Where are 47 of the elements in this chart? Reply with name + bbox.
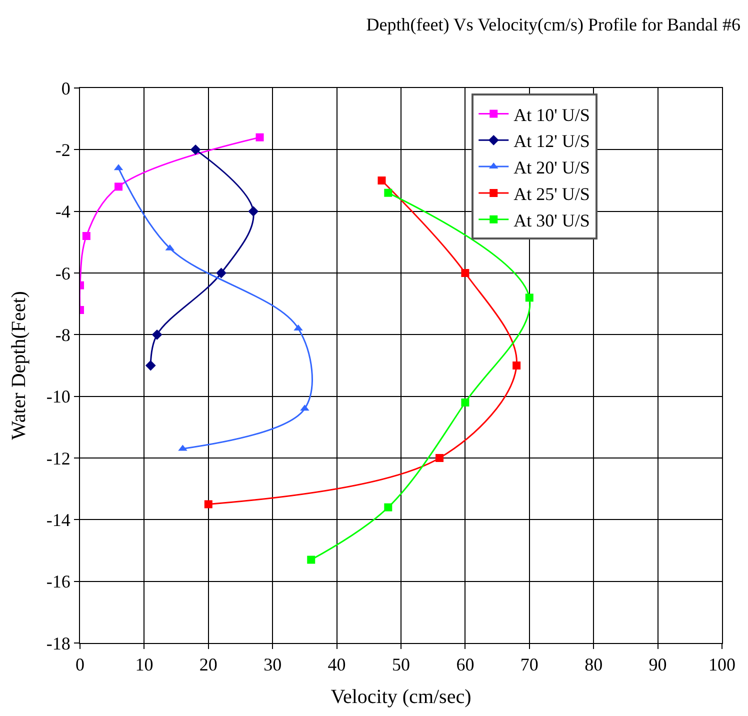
y-axis-title: Water Depth(Feet)	[8, 291, 30, 440]
point	[114, 182, 123, 191]
x-tick-label: 60	[456, 654, 474, 675]
chart-title: Depth(feet) Vs Velocity(cm/s) Profile for Bandal #6	[366, 14, 741, 34]
point	[512, 362, 521, 370]
point	[216, 268, 226, 278]
y-tick-label: -8	[55, 324, 70, 345]
x-tick-label: 80	[584, 654, 603, 675]
y-tick-label: -12	[46, 448, 70, 468]
y-tick-label: -6	[55, 263, 70, 284]
y-tick-label: -10	[46, 386, 70, 407]
point	[384, 503, 392, 512]
x-tick-label: 90	[648, 654, 667, 675]
x-tick-label: 70	[520, 654, 538, 675]
point	[461, 398, 470, 406]
point	[145, 360, 156, 371]
point	[204, 500, 212, 508]
x-tick-label: 20	[199, 654, 218, 675]
x-tick-label: 50	[392, 654, 410, 675]
legend-label: At 20' U/S	[514, 158, 590, 178]
legend-label: At 10' U/S	[514, 104, 590, 125]
point	[384, 188, 392, 197]
point	[378, 176, 386, 184]
point	[190, 144, 201, 155]
point	[82, 232, 90, 240]
x-tick-label: 40	[328, 654, 346, 675]
point	[436, 454, 444, 462]
legend-label: At 25' U/S	[514, 184, 590, 204]
y-tick-label: -14	[46, 510, 70, 530]
y-tick-label: -2	[55, 140, 70, 160]
x-tick-label: 0	[76, 654, 84, 675]
point	[525, 294, 534, 302]
legend-label: At 12' U/S	[514, 131, 590, 152]
x-tick-label: 30	[264, 654, 282, 675]
y-tick-label: -4	[55, 202, 70, 222]
point	[461, 269, 470, 277]
point	[307, 556, 316, 564]
y-tick-label: -16	[46, 572, 70, 592]
y-tick-label: 0	[61, 78, 70, 98]
x-axis-title: Velocity (cm/sec)	[330, 686, 472, 708]
x-tick-label: 100	[708, 654, 736, 675]
x-tick-label: 10	[135, 654, 154, 675]
point	[256, 133, 264, 142]
legend-label: At 30' U/S	[514, 210, 590, 230]
point	[248, 206, 259, 217]
point	[152, 329, 162, 340]
y-tick-label: -18	[46, 633, 70, 654]
